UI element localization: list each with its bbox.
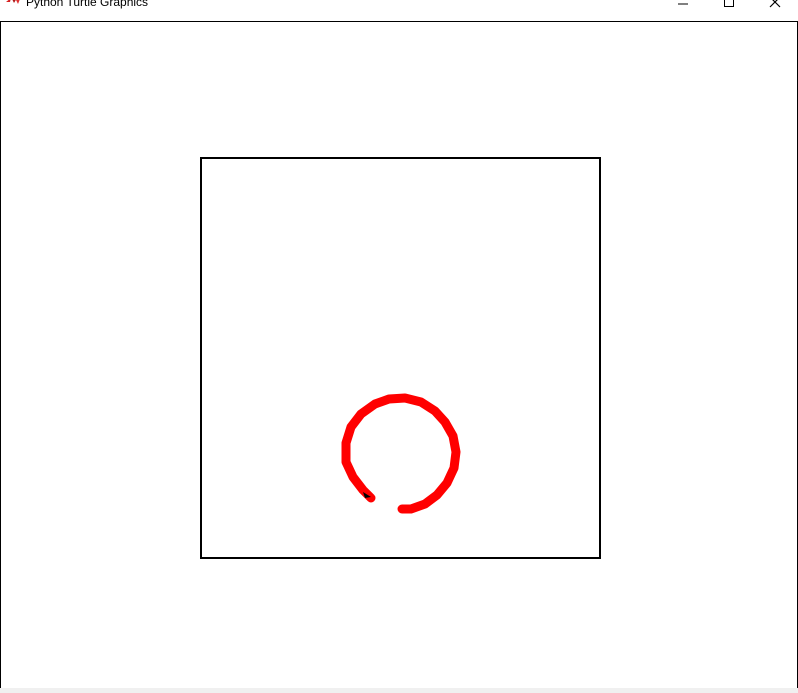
boundary-square [200, 157, 601, 559]
turtle-cursor-icon [363, 492, 371, 498]
turtle-feather-icon [5, 0, 21, 9]
turtle-canvas[interactable] [0, 22, 798, 688]
red-arc [341, 393, 461, 514]
minimize-button[interactable] [660, 0, 706, 12]
maximize-icon [724, 0, 734, 7]
maximize-button[interactable] [706, 0, 752, 12]
close-icon [769, 0, 781, 8]
window-titlebar[interactable]: Python Turtle Graphics [0, 0, 798, 22]
window-bottom-edge [0, 688, 798, 693]
window-title: Python Turtle Graphics [26, 0, 149, 9]
turtle-drawing [200, 157, 601, 559]
minimize-icon [678, 3, 688, 5]
close-button[interactable] [752, 0, 798, 12]
